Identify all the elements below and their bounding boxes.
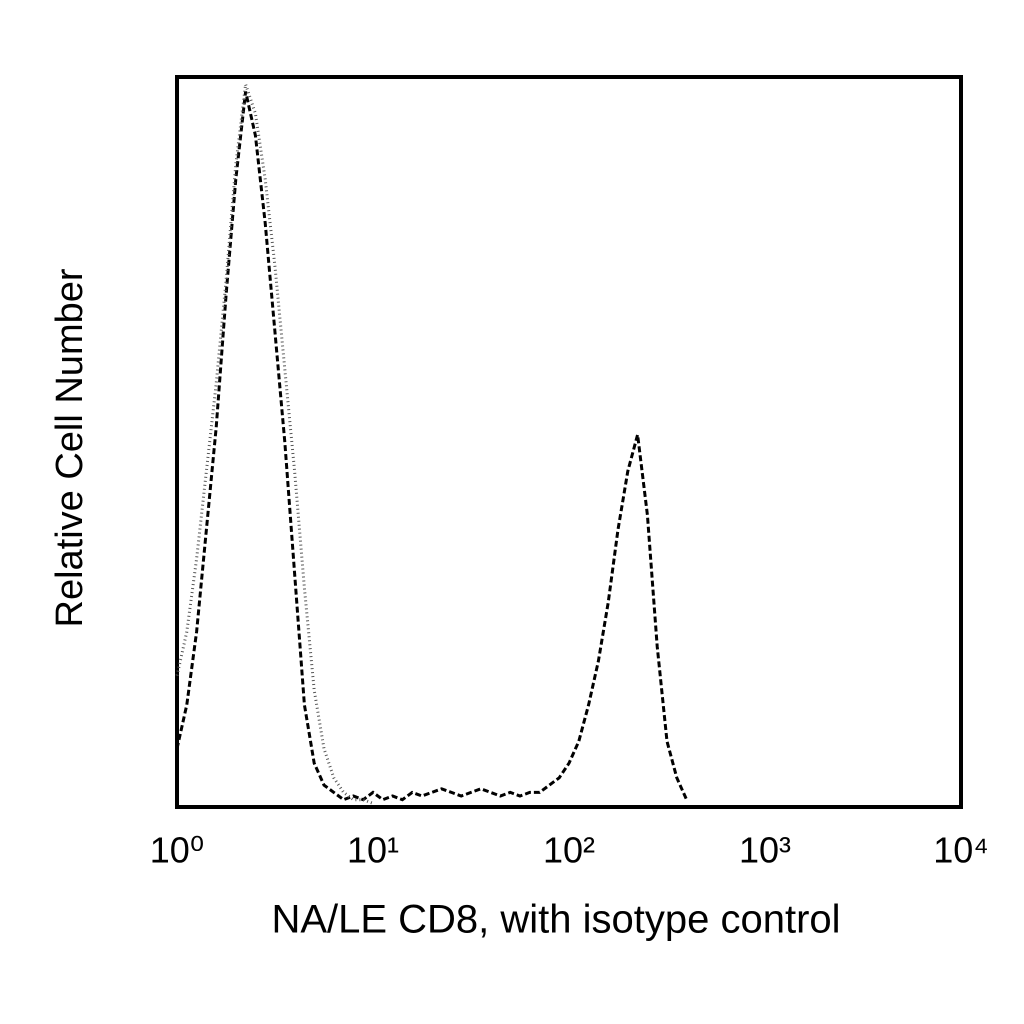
x-tick-label: 10⁴: [933, 830, 989, 871]
series-line: [175, 91, 688, 802]
x-tick-label: 10³: [739, 830, 791, 871]
x-tick-label: 10⁰: [150, 830, 204, 871]
plot-frame: [175, 75, 963, 809]
x-tick-label: 10¹: [347, 830, 399, 871]
y-axis-label: Relative Cell Number: [49, 268, 91, 627]
x-tick-label: 10²: [543, 830, 595, 871]
x-axis-label: NA/LE CD8, with isotype control: [271, 898, 840, 942]
series-line: [175, 83, 374, 805]
